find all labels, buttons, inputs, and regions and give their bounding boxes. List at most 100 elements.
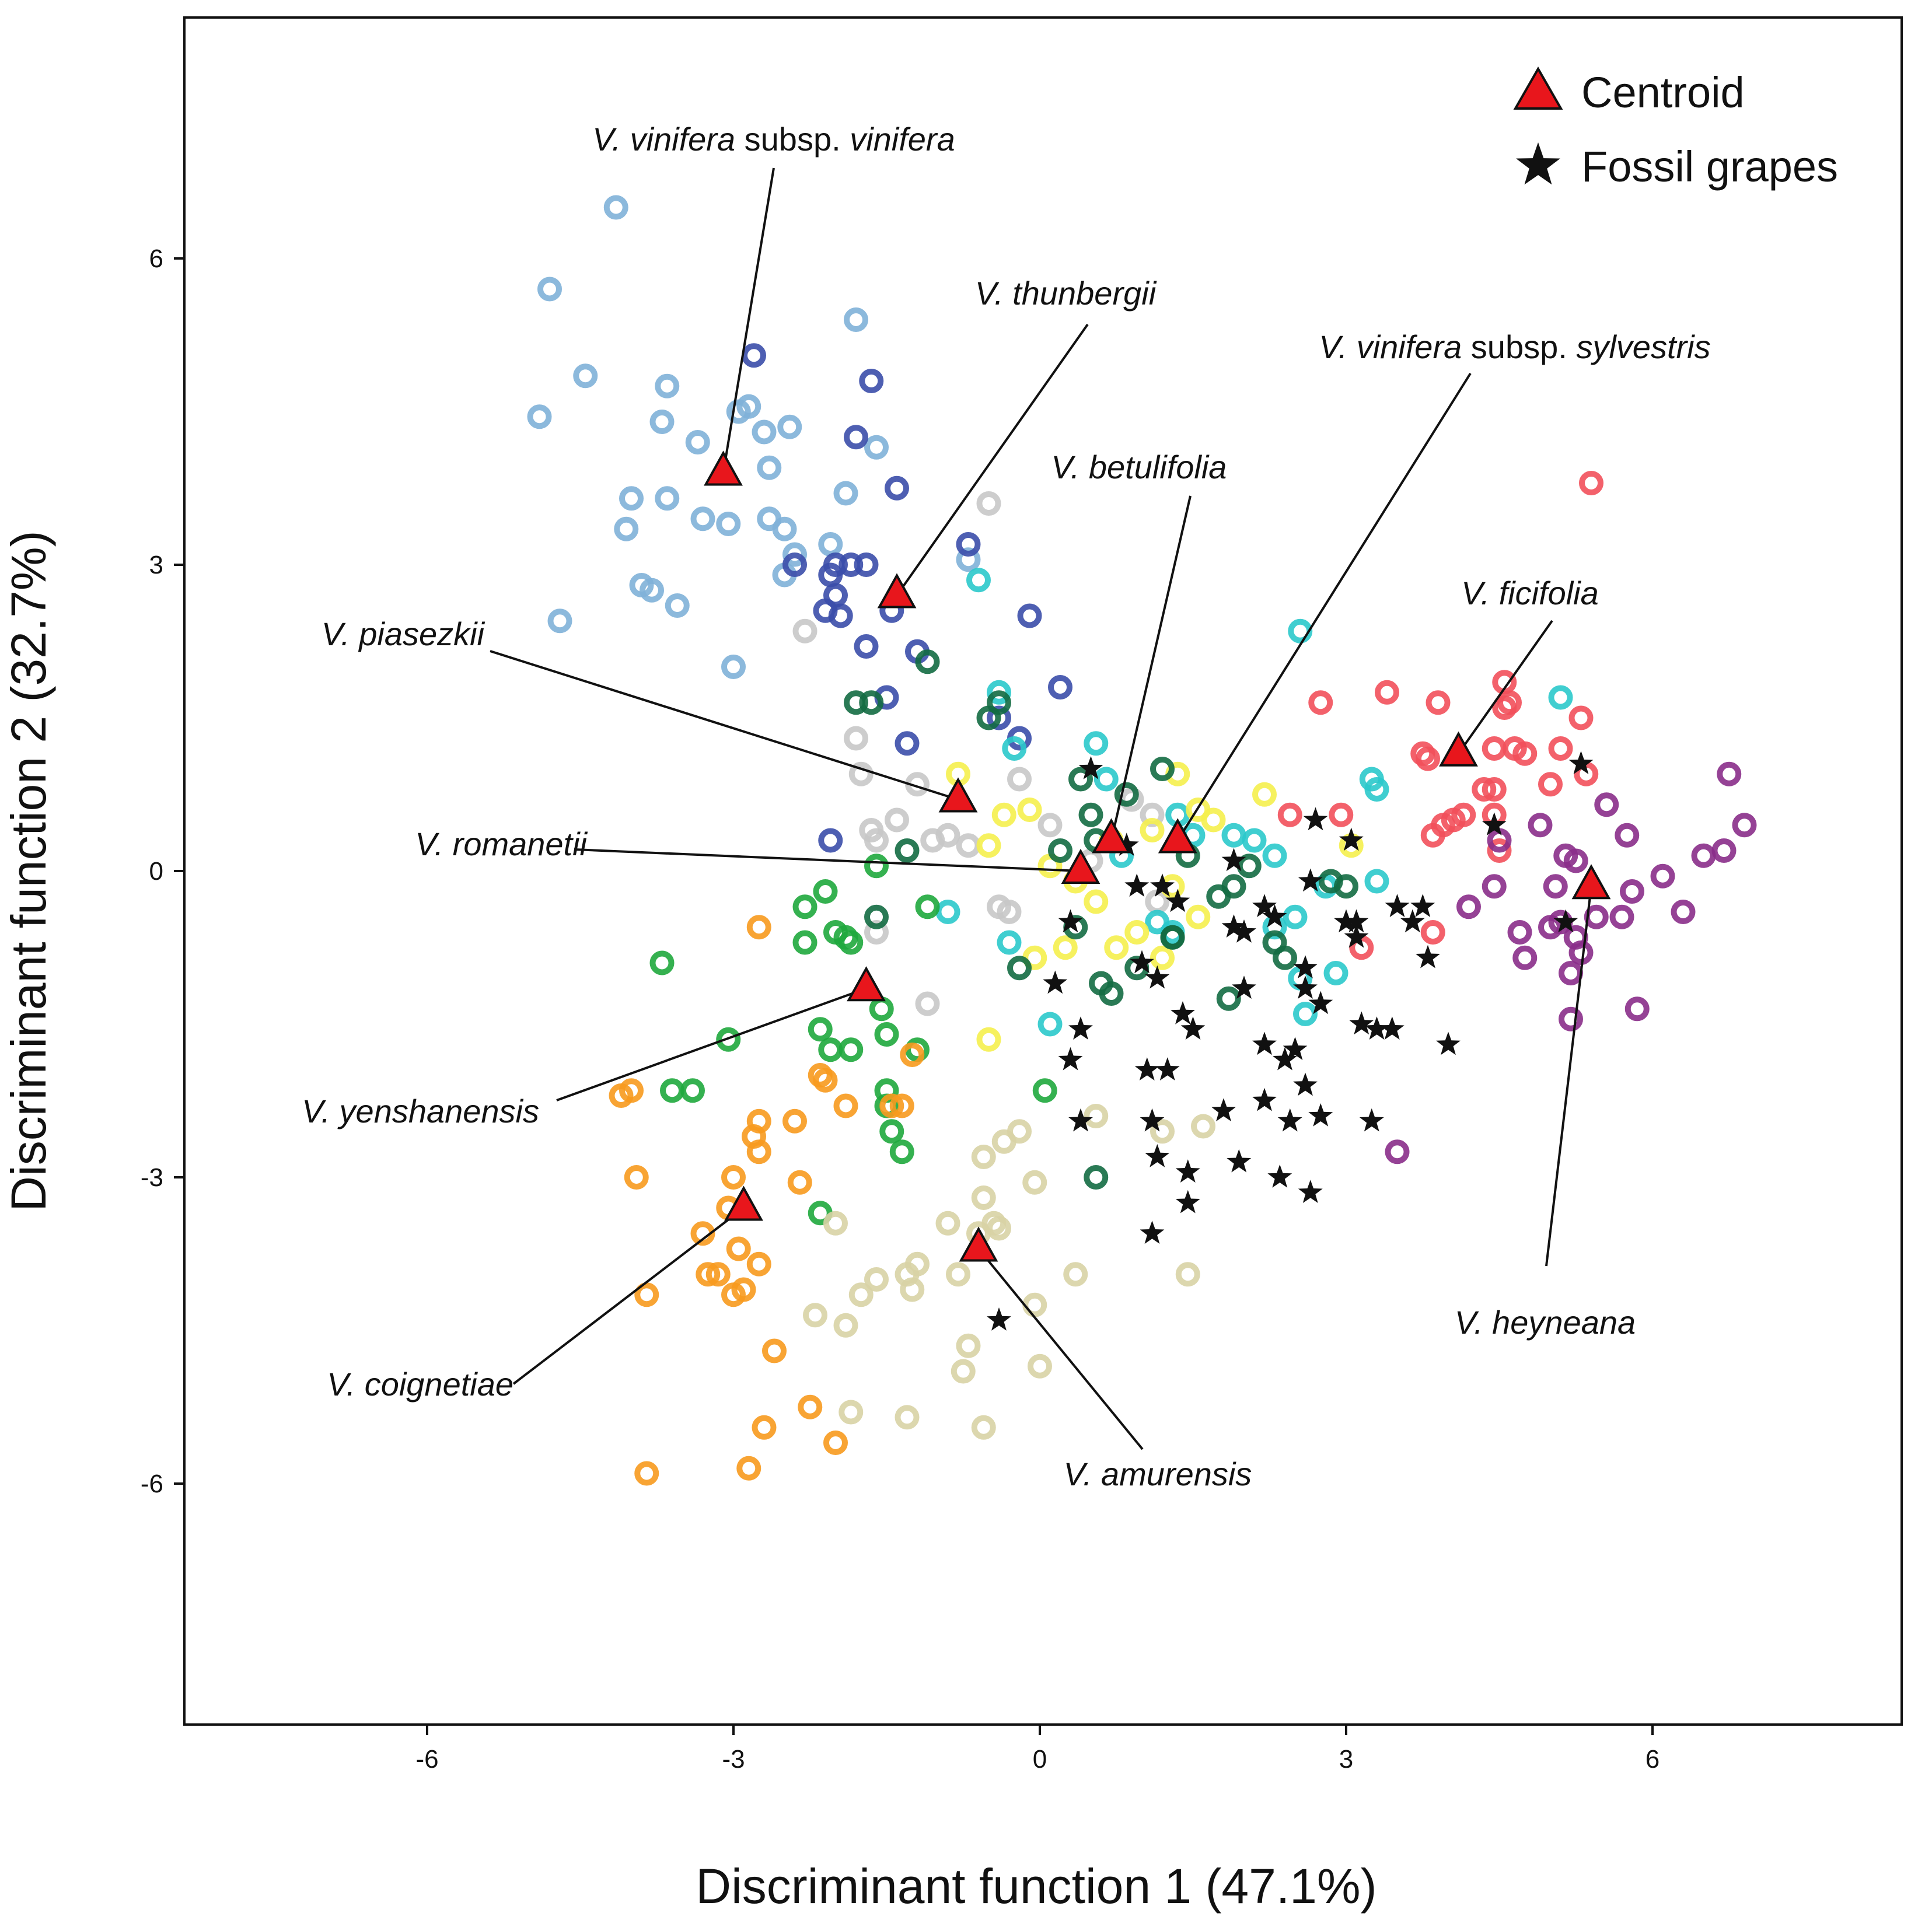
data-point [864,904,889,929]
data-point [1221,823,1246,848]
series-group [609,915,925,1486]
fossil-star [1293,975,1318,999]
data-point [1548,736,1573,761]
data-point [1492,695,1517,720]
data-point [1002,736,1027,761]
data-point [976,705,1001,730]
data-point [1671,900,1696,924]
label-part: vinifera [850,121,955,158]
data-point [736,1456,761,1481]
data-point [839,1400,864,1425]
data-point [792,618,817,644]
data-point [946,1262,970,1287]
data-point [1620,879,1644,904]
data-point [1329,802,1354,827]
data-point [792,930,817,955]
data-point [1007,1119,1032,1144]
fossil-star [1043,970,1068,994]
leader-line [1457,620,1553,754]
data-point [859,690,884,715]
data-point [874,1022,899,1047]
centroid-label-yenshanensis: V. yenshanensis [302,1093,539,1129]
data-point [624,1165,649,1190]
data-point [1288,618,1313,644]
fossil-star [987,1307,1011,1331]
data-point [782,542,807,567]
data-point [1048,675,1072,700]
data-point [844,726,868,751]
series-group [803,1104,1215,1440]
data-point [818,1037,843,1062]
data-point [997,930,1022,955]
data-point [1323,961,1348,985]
fossil-star [1068,1108,1093,1132]
data-point [854,634,879,659]
fossil-star [1400,909,1425,933]
data-point [1084,731,1109,756]
data-point [844,307,868,332]
data-point [1084,889,1109,914]
data-point [705,1262,731,1287]
data-point [1482,777,1507,802]
data-point [1512,945,1538,970]
data-point [736,394,761,419]
fossil-star [1298,868,1323,892]
data-point [1186,904,1211,929]
data-point [956,547,981,572]
fossil-star [1308,991,1333,1015]
leader-line [512,1206,745,1385]
centroid-label-romanetii: V. romanetii [415,826,588,862]
centroid-label-heyneana: V. heyneana [1455,1304,1636,1341]
data-point [859,369,884,393]
fossil-star [1150,873,1175,897]
fossil-star [1140,1108,1165,1132]
data-point [634,1461,659,1486]
data-point [1099,981,1124,1006]
fossil-star [1273,1047,1297,1071]
data-point [798,1394,823,1419]
fossil-star [1114,833,1139,856]
legend-centroid-label: Centroid [1581,68,1745,117]
centroid-marker [1439,731,1478,767]
fossil-star [1385,894,1410,917]
data-point [1262,930,1287,955]
data-point [1308,690,1333,715]
centroid-label-vinifera: V. vinifera subsp. vinifera [592,121,955,158]
fossil-star [1058,909,1083,933]
centroid-marker [724,1185,763,1221]
data-point [1022,1170,1047,1195]
data-point [1507,920,1532,945]
data-point [905,1251,930,1276]
data-point [649,950,675,975]
leader-line [574,848,1081,872]
centroid-marker [877,573,917,608]
data-point [1037,813,1063,838]
data-point [1160,925,1185,950]
data-point [1063,1262,1088,1287]
fossil-star [1339,827,1364,851]
data-point [833,1313,858,1338]
y-tick-label: -3 [141,1163,163,1192]
data-point [1691,843,1716,868]
fossil-star [1140,1220,1165,1244]
data-point [1262,843,1287,868]
leader-line [556,987,867,1101]
data-point [1007,956,1032,981]
data-point [746,1251,771,1276]
data-point [1528,813,1553,838]
data-point [823,552,848,577]
data-point [655,373,680,398]
data-point [1472,777,1497,802]
data-point [879,1093,904,1118]
centroid-marker [704,450,743,486]
data-point [864,920,889,945]
data-point [603,195,628,220]
data-point [971,1415,996,1440]
data-point [864,1267,889,1292]
data-point [1364,869,1389,894]
data-point [976,1027,1001,1052]
data-point [1451,802,1476,827]
data-point [854,552,879,577]
data-point [634,1282,659,1307]
data-point [1277,802,1302,827]
